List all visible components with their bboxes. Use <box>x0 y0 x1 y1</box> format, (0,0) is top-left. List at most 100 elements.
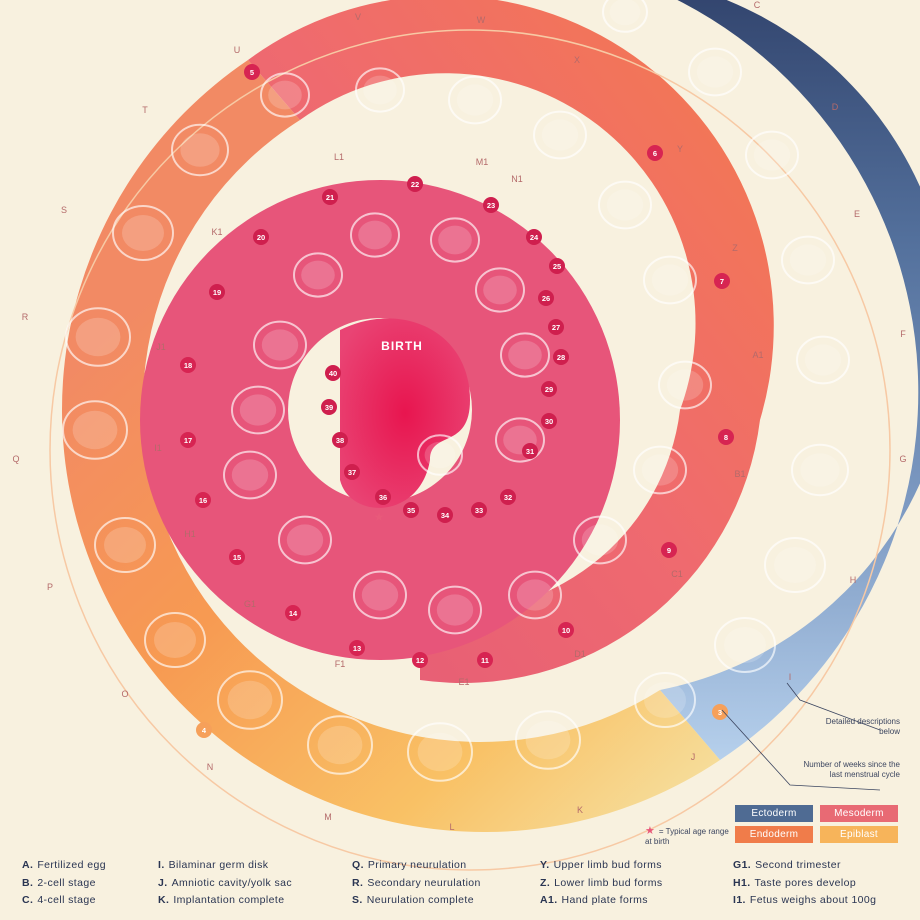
stage-letter: C <box>754 0 761 10</box>
embryo-illustration <box>643 255 697 305</box>
week-marker: 29 <box>541 381 557 397</box>
embryo-fill <box>286 524 324 556</box>
embryo-illustration <box>407 722 473 782</box>
stage-letter: M1 <box>476 157 489 167</box>
callout-line-detailed <box>786 682 881 731</box>
key-item: C. 4-cell stage <box>22 892 106 910</box>
stage-letter: O <box>121 689 128 699</box>
key-column-3: Q. Primary neurulation R. Secondary neurul… <box>352 857 481 910</box>
embryo-illustration <box>598 180 652 230</box>
embryo-illustration <box>495 417 545 463</box>
embryo-illustration <box>688 47 742 97</box>
stage-letter: N1 <box>511 174 523 184</box>
week-marker-dot <box>558 622 574 638</box>
week-marker-dot <box>195 492 211 508</box>
stage-letter: H1 <box>184 529 196 539</box>
stage-letter: G1 <box>244 599 256 609</box>
week-marker-label: 25 <box>553 262 561 271</box>
embryo-fill <box>483 275 517 305</box>
week-marker-dot <box>321 399 337 415</box>
embryo-illustration <box>634 672 696 728</box>
week-marker: 28 <box>553 349 569 365</box>
key-text: Neurulation complete <box>366 894 474 906</box>
week-marker: 8 <box>718 429 734 445</box>
week-marker: 37 <box>344 464 360 480</box>
week-marker: 27 <box>548 319 564 335</box>
week-marker-label: 24 <box>530 233 539 242</box>
embryo-fill <box>424 441 456 469</box>
week-marker: 10 <box>558 622 574 638</box>
embryo-illustration <box>508 570 562 620</box>
week-marker: 24 <box>526 229 542 245</box>
embryo-fill <box>361 579 399 611</box>
stage-letter: X <box>574 55 580 65</box>
key-item: A1. Hand plate forms <box>540 892 663 910</box>
embryo-fill <box>75 317 121 357</box>
week-marker-label: 16 <box>199 496 207 505</box>
stage-letter: S <box>61 205 67 215</box>
embryo-illustration <box>223 450 277 500</box>
embryo-fill <box>227 680 273 720</box>
week-marker-dot <box>407 176 423 192</box>
key-item: K. Implantation complete <box>158 892 292 910</box>
legend-mesoderm: Mesoderm <box>820 805 898 822</box>
birth-star-icon: ★ <box>374 510 385 524</box>
key-text: Fertilized egg <box>37 859 106 871</box>
key-item: G1. Second trimester <box>733 857 876 875</box>
week-marker: 40 <box>325 365 341 381</box>
legend-epiblast: Epiblast <box>820 826 898 843</box>
embryo-fill <box>606 189 644 221</box>
embryo-fill <box>774 547 816 583</box>
stage-letter: C1 <box>671 569 683 579</box>
key-letter: I. <box>158 859 165 871</box>
week-markers: 3456789101112131415161718192021222324252… <box>180 64 734 738</box>
key-letter: C. <box>22 894 34 906</box>
stage-letter: L1 <box>334 152 344 162</box>
stage-letter: F1 <box>335 659 346 669</box>
key-letter: I1. <box>733 894 746 906</box>
week-marker-label: 40 <box>329 369 337 378</box>
embryo-fill <box>651 264 689 296</box>
key-item: B. 2-cell stage <box>22 875 106 893</box>
stage-letter: D <box>832 102 839 112</box>
week-marker-label: 10 <box>562 626 570 635</box>
week-marker-dot <box>349 640 365 656</box>
week-marker-dot <box>196 722 212 738</box>
week-marker: 33 <box>471 502 487 518</box>
stage-letter: V <box>355 12 361 22</box>
week-marker-dot <box>403 502 419 518</box>
stage-key-list: A. Fertilized egg B. 2-cell stage C. 4-cell… <box>0 857 920 920</box>
legend-ectoderm: Ectoderm <box>735 805 813 822</box>
stage-letter: I <box>789 672 792 682</box>
week-marker-dot <box>244 64 260 80</box>
key-column-1: A. Fertilized egg B. 2-cell stage C. 4-cell… <box>22 857 106 910</box>
week-marker: 12 <box>412 652 428 668</box>
week-marker: 39 <box>321 399 337 415</box>
week-marker-label: 33 <box>475 506 483 515</box>
embryo-fill <box>789 244 827 276</box>
week-marker: 20 <box>253 229 269 245</box>
callout-line-weeks <box>721 709 881 791</box>
key-letter: A1. <box>540 894 558 906</box>
embryo-illustration <box>448 75 502 125</box>
stage-letter: L <box>449 822 454 832</box>
embryo-illustration <box>764 537 826 593</box>
week-marker-label: 7 <box>720 277 724 286</box>
embryo-fill <box>261 329 299 361</box>
week-marker-label: 13 <box>353 644 361 653</box>
week-marker-label: 39 <box>325 403 333 412</box>
week-marker-dot <box>477 652 493 668</box>
embryo-illustration <box>171 123 229 177</box>
note-weeks-since-cycle: Number of weeks since the last menstrual… <box>803 760 901 779</box>
embryo-fill <box>268 80 302 110</box>
embryo-fill <box>609 0 641 26</box>
week-marker-dot <box>322 189 338 205</box>
key-column-4: Y. Upper limb bud forms Z. Lower limb bud … <box>540 857 663 910</box>
embryo-illustration <box>633 445 687 495</box>
week-marker-dot <box>500 489 516 505</box>
week-marker-label: 23 <box>487 201 495 210</box>
embryo-illustration <box>602 0 648 33</box>
week-marker: 9 <box>661 542 677 558</box>
embryo-fill <box>438 225 472 255</box>
